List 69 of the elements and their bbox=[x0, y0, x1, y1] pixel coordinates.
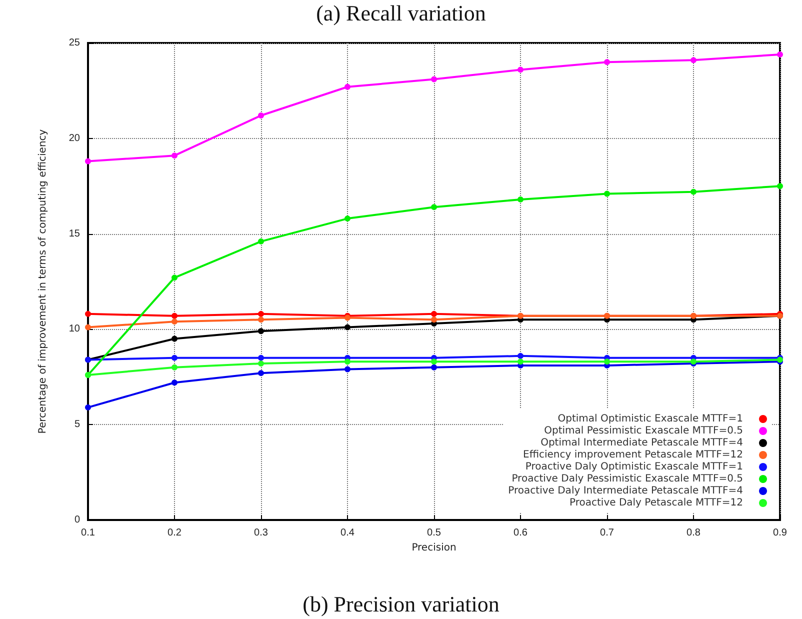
point bbox=[690, 57, 696, 64]
point bbox=[258, 354, 264, 361]
point bbox=[431, 204, 437, 210]
legend-label: Proactive Daly Pessimistic Exascale MTTF=0.5 bbox=[512, 474, 743, 484]
point bbox=[431, 364, 437, 370]
point bbox=[258, 112, 264, 118]
point bbox=[85, 310, 91, 317]
legend-label: Optimal Intermediate Petascale MTTF=4 bbox=[540, 438, 743, 448]
point bbox=[172, 152, 178, 159]
legend-label: Efficiency improvement Petascale MTTF=12 bbox=[523, 450, 743, 460]
point bbox=[518, 66, 524, 73]
y-tick-label: 20 bbox=[68, 132, 80, 144]
point bbox=[258, 238, 264, 244]
point bbox=[258, 316, 264, 323]
point bbox=[172, 318, 178, 325]
x-tick-label: 0.5 bbox=[427, 528, 442, 538]
x-tick-label: 0.4 bbox=[340, 528, 355, 538]
point bbox=[777, 183, 783, 190]
x-tick-label: 0.6 bbox=[514, 528, 528, 538]
point bbox=[258, 310, 264, 317]
legend-label: Optimal Pessimistic Exascale MTTF=0.5 bbox=[544, 426, 743, 436]
point bbox=[258, 360, 264, 367]
point bbox=[258, 328, 264, 334]
point bbox=[431, 76, 437, 82]
point bbox=[604, 190, 610, 197]
point bbox=[431, 358, 437, 365]
point bbox=[172, 336, 178, 342]
point bbox=[518, 352, 524, 359]
point bbox=[85, 324, 91, 330]
point bbox=[344, 84, 350, 90]
x-tick-label: 0.7 bbox=[600, 528, 614, 538]
legend-label: Proactive Daly Intermediate Petascale MTTF=4 bbox=[508, 486, 743, 496]
point bbox=[431, 310, 437, 317]
point bbox=[777, 51, 783, 58]
point bbox=[85, 404, 91, 410]
y-tick-label: 0 bbox=[74, 514, 80, 526]
text: (b) Precision variation bbox=[302, 592, 500, 616]
point bbox=[344, 358, 350, 365]
point bbox=[604, 358, 610, 365]
point bbox=[518, 196, 524, 202]
point bbox=[604, 59, 610, 66]
x-tick-label: 0.3 bbox=[254, 528, 268, 538]
point bbox=[172, 364, 178, 370]
x-tick-label: 0.1 bbox=[81, 528, 96, 538]
point bbox=[172, 354, 178, 361]
point bbox=[344, 216, 350, 222]
x-tick-label: 0.2 bbox=[168, 528, 182, 538]
point bbox=[344, 324, 350, 330]
point bbox=[344, 366, 350, 372]
x-tick-label: 0.8 bbox=[686, 528, 701, 538]
point bbox=[431, 316, 437, 323]
point bbox=[85, 158, 91, 164]
text: (a) Recall variation bbox=[316, 0, 486, 26]
y-tick-label: 15 bbox=[68, 228, 80, 240]
legend-label: Optimal Optimistic Exascale MTTF=1 bbox=[558, 414, 743, 424]
y-tick-label: 25 bbox=[68, 38, 80, 48]
point bbox=[518, 358, 524, 365]
point bbox=[690, 188, 696, 195]
y-axis-title: Percentage of improvement in terms of computing efficiency bbox=[38, 129, 48, 434]
point bbox=[258, 370, 264, 376]
point bbox=[172, 312, 178, 319]
point bbox=[172, 274, 178, 281]
legend-label: Proactive Daly Optimistic Exascale MTTF=1 bbox=[525, 462, 743, 472]
x-axis-title: Precision bbox=[412, 542, 456, 554]
legend-label: Proactive Daly Petascale MTTF=12 bbox=[570, 498, 743, 508]
x-tick-label: 0.9 bbox=[773, 528, 788, 538]
y-tick-label: 10 bbox=[68, 324, 80, 335]
y-tick-label: 5 bbox=[74, 419, 80, 430]
point bbox=[172, 380, 178, 386]
